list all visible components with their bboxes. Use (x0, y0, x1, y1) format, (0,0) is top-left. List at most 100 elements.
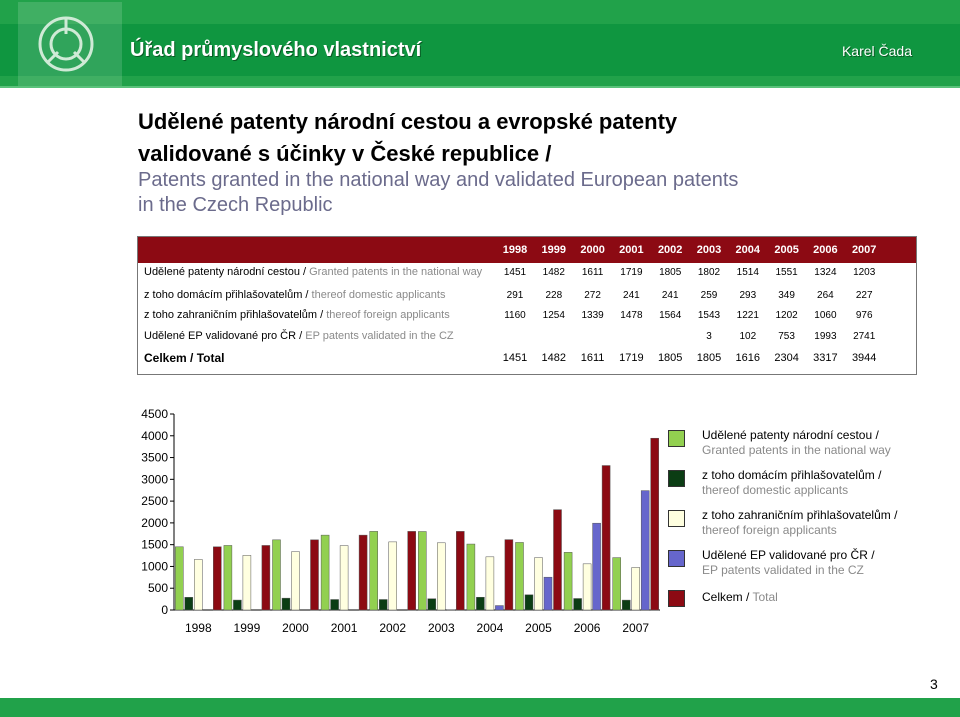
row-label: Udělené patenty národní cestou / Granted… (144, 266, 482, 278)
legend-label-en: EP patents validated in the CZ (702, 563, 864, 577)
bar-2004-series-3 (485, 556, 495, 611)
table-cell: 3317 (813, 352, 838, 364)
bar-2004-series-1 (466, 543, 476, 611)
logo-box (18, 2, 122, 88)
bar-2006-series-2 (573, 598, 582, 611)
bar-1999-series-2 (233, 599, 242, 611)
bar-1998-series-3 (194, 559, 203, 611)
bar-2006-series-4 (592, 522, 601, 611)
author-name: Karel Čada (841, 43, 912, 59)
table-cell: 259 (700, 290, 718, 301)
year-header-2001: 2001 (619, 244, 644, 256)
table-cell: 1451 (503, 267, 527, 278)
legend-label-cz: Celkem / (702, 590, 750, 604)
bar-2007-series-4 (640, 490, 650, 611)
page-number: 3 (930, 676, 938, 692)
bar-2000-series-3 (291, 551, 300, 611)
page-subtitle: Patents granted in the national way and … (138, 168, 738, 218)
bar-2000-series-1 (272, 539, 281, 611)
row-label-cz: z toho zahraničním přihlašovatelům / (144, 309, 327, 321)
row-label-cz: z toho domácím přihlašovatelům / (144, 289, 312, 301)
table-cell: 1482 (541, 352, 567, 364)
x-tick-label: 2003 (428, 621, 455, 635)
y-tick-label: 0 (161, 603, 168, 617)
legend-label-cz: Udělené EP validované pro ČR / (702, 548, 875, 562)
bar-2004-series-2 (476, 596, 485, 611)
row-label-cz: Udělené patenty národní cestou / (144, 266, 310, 278)
year-header-2002: 2002 (657, 244, 683, 256)
table-cell: 2304 (774, 352, 799, 364)
table-cell: 1221 (736, 310, 759, 321)
bar-2005-series-2 (524, 594, 534, 611)
legend-swatch (668, 510, 685, 527)
x-tick-label: 2001 (331, 621, 358, 635)
bar-2001-series-5 (358, 534, 368, 611)
table-cell: 1611 (580, 352, 605, 364)
bar-2003-series-2 (427, 598, 437, 611)
y-tick-label: 2000 (141, 516, 168, 530)
table-cell: 291 (506, 290, 524, 301)
x-tick-label: 2002 (379, 621, 406, 635)
bar-2001-series-1 (320, 534, 330, 611)
footer-bar (0, 698, 960, 717)
row-label-cz: Udělené EP validované pro ČR / (144, 330, 306, 342)
row-label: Udělené EP validované pro ČR / EP patent… (144, 330, 454, 342)
x-tick-label: 2004 (477, 621, 504, 635)
chart-canvas: 0 500 1000 1500 2000 2500 3000 3500 4000 4500 1998… (141, 407, 660, 635)
year-header-2007: 2007 (851, 244, 877, 256)
x-tick-label: 2000 (282, 621, 309, 635)
row-label-en: thereof domestic applicants (311, 289, 446, 301)
header-band (0, 24, 960, 76)
y-tick-label: 2500 (141, 494, 168, 508)
table-cell: 1719 (620, 267, 643, 278)
row-label-en: thereof foreign applicants (326, 309, 450, 321)
table-header-row: 1998 1999 2000 2001 2002 2003 2004 2005 2006 2007 (138, 237, 916, 263)
bar-2003-series-3 (437, 542, 446, 611)
legend-swatch (668, 470, 685, 487)
app-title: Úřad průmyslového vlastnictví (130, 39, 422, 61)
bar-2000-series-2 (281, 597, 291, 611)
bar-2005-series-3 (534, 557, 543, 611)
bar-2002-series-3 (388, 541, 397, 611)
x-tick-label: 2006 (574, 621, 601, 635)
y-tick-label: 4500 (141, 407, 168, 421)
table-cell: 293 (739, 290, 757, 301)
table-cell: 264 (817, 290, 834, 301)
table-cell: 2741 (853, 331, 876, 342)
table-cell: 1611 (581, 267, 604, 278)
bar-2000-series-5 (310, 539, 319, 611)
year-header-2004: 2004 (735, 244, 761, 256)
bar-2006-series-1 (563, 552, 573, 611)
table-cell: 3944 (851, 352, 877, 364)
row-label: z toho domácím přihlašovatelům / thereof… (144, 289, 445, 301)
bar-2005-series-4 (543, 576, 553, 611)
table-cell: 1160 (504, 310, 526, 321)
legend-label-en: thereof domestic applicants (702, 483, 849, 497)
bar-2003-series-5 (456, 531, 465, 611)
year-header-2000: 2000 (580, 244, 605, 256)
y-tick-label: 4000 (141, 429, 168, 443)
y-tick-label: 3000 (141, 472, 168, 486)
table-cell: 1993 (814, 331, 837, 342)
header-bar: Úřad průmyslového vlastnictví Karel Čada (0, 0, 960, 88)
y-tick-label: 1500 (141, 538, 168, 552)
legend-swatch (668, 430, 685, 447)
bar-2007-series-5 (650, 437, 659, 611)
table-cell: 1805 (657, 352, 683, 364)
table-cell: 1060 (814, 310, 837, 321)
bar-2002-series-2 (378, 599, 388, 611)
x-tick-label: 2007 (622, 621, 649, 635)
legend-swatch (668, 590, 685, 607)
bar-2007-series-1 (612, 557, 621, 611)
legend-label-en: thereof foreign applicants (702, 523, 837, 537)
legend-label: Celkem / Total (702, 590, 942, 605)
bar-1998-series-1 (175, 546, 184, 611)
table-cell: 1482 (542, 267, 565, 278)
header-rule (0, 86, 960, 88)
bar-2003-series-1 (418, 531, 427, 611)
table-cell: 1719 (619, 352, 644, 364)
row-label-en: Granted patents in the national way (309, 266, 483, 278)
table-cell: 1514 (736, 267, 759, 278)
bar-2007-series-3 (631, 567, 640, 611)
bar-2001-series-3 (339, 545, 349, 611)
